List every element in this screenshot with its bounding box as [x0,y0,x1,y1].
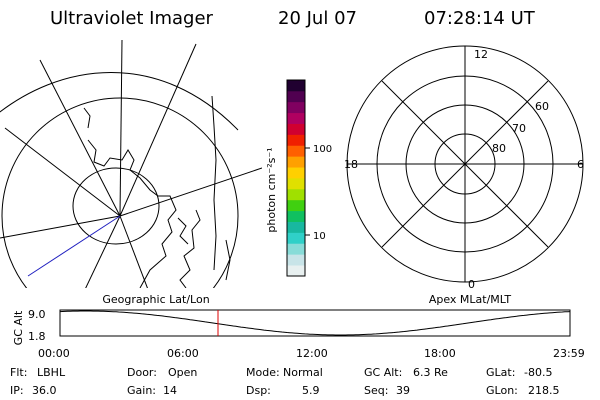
status-value-gain: 14 [163,384,177,397]
timeline-x-tick-2359: 23:59 [553,347,585,360]
mlt-label-12: 12 [474,48,488,61]
status-label-gain: Gain: [127,384,156,397]
apex-polar-plot [346,45,584,283]
left-panel-label: Geographic Lat/Lon [102,293,209,306]
colorbar-segment [287,178,305,190]
colorbar-segment [287,101,305,114]
terminator-line [27,215,121,277]
coastline [87,139,177,288]
status-value-glat: -80.5 [524,366,552,379]
colorbar-segment [287,265,305,277]
coastline [177,217,189,245]
meridian-line [39,59,121,217]
colorbar-segment [287,134,305,146]
colorbar-frame [286,79,306,277]
status-value-flt: LBHL [37,366,66,379]
header-time: 07:28:14 UT [424,8,536,29]
status-label-gcalt: GC Alt: [364,366,402,379]
instrument-title: Ultraviolet Imager [50,8,214,29]
status-label-dsp: Dsp: [246,384,271,397]
status-value-glon: 218.5 [528,384,560,397]
timeline-x-tick-1200: 12:00 [296,347,328,360]
timeline-axis-label: GC Alt [12,310,25,345]
colorbar-segment [287,123,305,135]
meridian-line [119,167,262,217]
latitude-arc-outer [0,72,239,131]
colorbar-tick-10: 10 [313,231,326,242]
meridian-line [119,40,123,217]
meridian-line [119,43,197,217]
status-label-glat: GLat: [486,366,515,379]
timeline-y-tick-max: 9.0 [28,308,46,321]
altitude-curve [59,310,571,336]
mlt-label-0: 0 [468,278,475,291]
colorbar-segment [287,232,305,244]
colorbar-tick-100: 100 [313,144,332,155]
colorbar-segment [287,156,305,168]
colorbar [287,80,305,277]
colorbar-segment [287,221,305,233]
latitude-circle [72,167,160,245]
status-label-flt: Flt: [10,366,27,379]
header-date: 20 Jul 07 [278,8,357,29]
coastline [179,209,201,288]
colorbar-segment [287,145,305,157]
status-value-door: Open [168,366,197,379]
meridian-line [0,215,121,239]
colorbar-segment [287,167,305,179]
mlat-label-70: 70 [512,122,526,135]
timeline-frame [59,309,571,337]
mlat-label-60: 60 [535,100,549,113]
timeline-x-tick-1800: 18:00 [424,347,456,360]
colorbar-segment [287,80,305,92]
status-label-ip: IP: [10,384,24,397]
colorbar-segment [287,90,305,103]
status-label-mode: Mode: [246,366,280,379]
coastline [211,95,217,271]
right-panel-label: Apex MLat/MLT [429,293,512,306]
timeline-x-tick-0000: 00:00 [38,347,70,360]
colorbar-segment [287,243,305,255]
mlat-label-80: 80 [492,142,506,155]
colorbar-segment [287,199,305,212]
meridian-line [4,127,121,217]
status-label-door: Door: [127,366,157,379]
status-value-dsp: 5.9 [302,384,320,397]
status-value-gcalt: 6.3 Re [413,366,448,379]
timeline-x-tick-0600: 06:00 [167,347,199,360]
status-label-glon: GLon: [486,384,518,397]
colorbar-segment [287,210,305,222]
colorbar-unit-label: photon cm⁻²s⁻¹ [265,147,278,232]
geographic-map [0,40,262,288]
coastline [225,239,231,281]
colorbar-segment [287,188,305,201]
timeline-y-tick-min: 1.8 [28,330,46,343]
status-panel: Flt: LBHL Door: Open Mode: Normal GC Alt… [10,366,560,397]
status-label-seq: Seq: [364,384,388,397]
meridian-line [85,215,121,288]
status-value-ip: 36.0 [32,384,57,397]
mlt-label-6: 6 [577,158,584,171]
colorbar-segment [287,112,305,124]
status-value-mode: Normal [283,366,323,379]
colorbar-segment [287,254,305,266]
status-value-seq: 39 [396,384,410,397]
meridian-line [119,215,148,288]
map-boundary-circle [1,97,239,288]
mlt-line-diagonal [381,80,549,248]
mlt-label-18: 18 [344,158,358,171]
coastline [83,107,91,129]
